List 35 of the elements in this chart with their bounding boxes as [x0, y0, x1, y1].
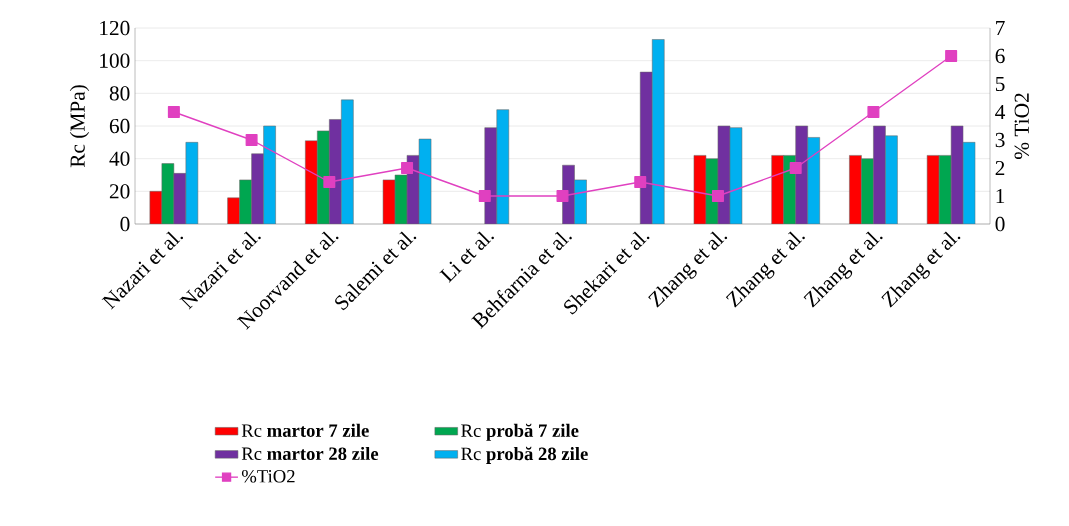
y2-tick-label: 2: [995, 160, 1005, 176]
y-tick-label: 100: [100, 53, 130, 68]
point: [867, 106, 880, 119]
point: [711, 190, 724, 202]
y2-tick-label: 4: [995, 104, 1006, 120]
point: [323, 176, 336, 188]
legend-label: Rc probă 28 zile: [461, 446, 588, 464]
point: [634, 176, 647, 188]
legend-label: Rc martor 7 zile: [241, 423, 369, 437]
point: [789, 162, 802, 174]
point: [556, 190, 569, 202]
y2-tick-label: 3: [995, 132, 1005, 148]
point: [245, 134, 258, 146]
legend-label: %TiO2: [241, 469, 295, 483]
y-tick-label: 120: [100, 20, 130, 36]
y2-tick-label: 0: [995, 216, 1005, 232]
y2-tick-label: 7: [996, 21, 1005, 35]
legend-label: Rc martor 28 zile: [241, 446, 379, 461]
y2-tick-label: 6: [995, 48, 1005, 64]
x-tick-label: Li et al.: [439, 231, 494, 283]
legend-label: Rc probă 7 zile: [461, 423, 579, 441]
point: [945, 50, 958, 63]
y-tick-label: 20: [109, 184, 130, 199]
y2-axis-title: % TiO2: [1014, 93, 1029, 159]
point: [401, 162, 414, 174]
point: [167, 106, 180, 119]
y-axis-title: Rc (MPa): [69, 85, 90, 168]
y-tick-label: 80: [109, 86, 130, 101]
bar: [849, 155, 862, 224]
y2-tick-label: 1: [996, 188, 1005, 204]
y2-tick-label: 5: [995, 76, 1005, 92]
y-tick-label: 0: [120, 216, 130, 232]
y-tick-label: 40: [109, 151, 130, 166]
point: [478, 190, 491, 202]
y-tick-label: 60: [109, 118, 130, 134]
